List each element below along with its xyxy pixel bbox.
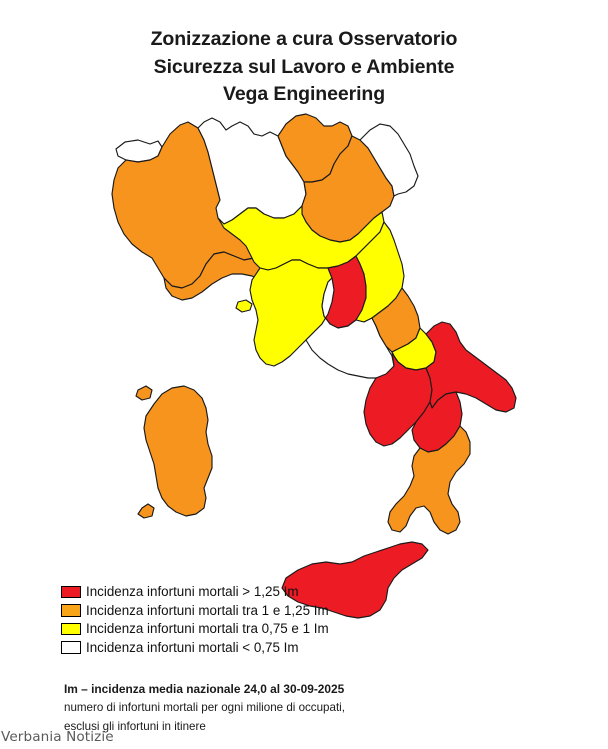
page-title-line-1: Zonizzazione a cura Osservatorio bbox=[150, 28, 458, 50]
legend-item-red[interactable]: Incidenza infortuni mortali > 1,25 Im bbox=[61, 583, 401, 601]
watermark: Verbania Notizie bbox=[1, 729, 114, 745]
footnote-line-2: numero di infortuni mortali per ogni mil… bbox=[64, 701, 345, 715]
page-title: Zonizzazione a cura Osservatorio Sicurez… bbox=[0, 26, 608, 109]
region-sardegna[interactable] bbox=[135, 385, 213, 519]
legend-label-white: Incidenza infortuni mortali < 0,75 Im bbox=[86, 639, 299, 655]
page-title-line-2: Sicurezza sul Lavoro e Ambiente bbox=[153, 55, 455, 78]
footnote-line-1: Im – incidenza media nazionale 24,0 al 3… bbox=[64, 682, 345, 696]
legend-swatch-white bbox=[61, 641, 81, 654]
legend-item-yellow[interactable]: Incidenza infortuni mortali tra 0,75 e 1… bbox=[61, 620, 401, 638]
italy-choropleth-map bbox=[108, 112, 528, 622]
region-calabria[interactable] bbox=[387, 425, 471, 535]
legend-label-orange: Incidenza infortuni mortali tra 1 e 1,25… bbox=[86, 602, 329, 618]
legend-swatch-red bbox=[61, 585, 81, 599]
legend-swatch-orange bbox=[61, 604, 81, 617]
legend: Incidenza infortuni mortali > 1,25 Im In… bbox=[61, 583, 401, 657]
italy-map-svg bbox=[111, 113, 517, 619]
region-friuli-venezia-giulia[interactable] bbox=[359, 123, 419, 197]
region-campania[interactable] bbox=[363, 351, 433, 447]
region-puglia[interactable] bbox=[425, 321, 517, 413]
footnote: Im – incidenza media nazionale 24,0 al 3… bbox=[64, 680, 464, 737]
region-sicilia[interactable] bbox=[281, 541, 429, 619]
legend-label-red: Incidenza infortuni mortali > 1,25 Im bbox=[86, 584, 299, 600]
legend-item-white[interactable]: Incidenza infortuni mortali < 0,75 Im bbox=[61, 638, 401, 656]
legend-item-orange[interactable]: Incidenza infortuni mortali tra 1 e 1,25… bbox=[61, 601, 401, 619]
legend-swatch-yellow bbox=[61, 622, 81, 636]
footnote-line-3: esclusi gli infortuni in itinere bbox=[64, 720, 206, 734]
legend-label-yellow: Incidenza infortuni mortali tra 0,75 e 1… bbox=[86, 621, 329, 637]
page-title-line-3: Vega Engineering bbox=[222, 83, 386, 106]
